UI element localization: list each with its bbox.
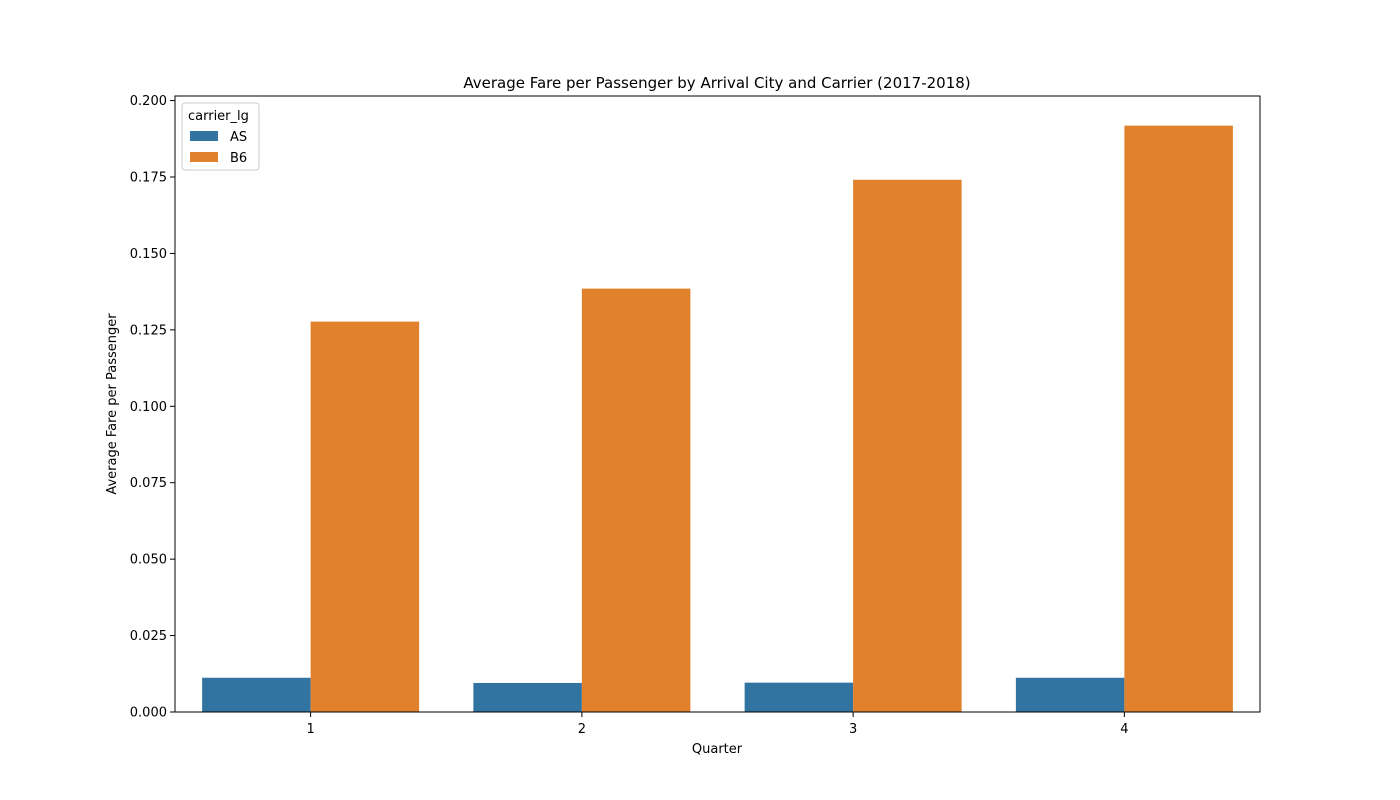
bar-as-q3	[744, 682, 854, 712]
legend-title: carrier_lg	[188, 109, 249, 124]
x-tick-label: 1	[306, 722, 314, 737]
y-tick-label: 0.125	[130, 323, 167, 338]
legend-label-as: AS	[230, 130, 247, 145]
chart-title: Average Fare per Passenger by Arrival Ci…	[463, 74, 970, 92]
bar-b6-q2	[581, 288, 691, 712]
y-tick-label: 0.175	[130, 171, 167, 186]
x-axis: 1 2 3 4	[306, 712, 1129, 737]
bar-as-q1	[202, 677, 311, 712]
x-axis-title: Quarter	[692, 742, 743, 757]
bar-b6-q4	[1124, 125, 1233, 712]
bar-as-q4	[1015, 677, 1125, 712]
x-tick-label: 3	[849, 722, 857, 737]
plot-frame	[174, 95, 1261, 713]
y-tick-label: 0.025	[130, 629, 167, 644]
legend-label-b6: B6	[230, 151, 247, 166]
y-tick-label: 0.050	[130, 553, 167, 568]
y-axis-title: Average Fare per Passenger	[105, 313, 120, 495]
y-tick-label: 0.200	[130, 94, 167, 109]
legend-swatch-b6	[190, 152, 218, 162]
bars	[202, 125, 1233, 712]
bar-b6-q1	[310, 321, 420, 712]
y-tick-label: 0.075	[130, 476, 167, 491]
x-tick-label: 2	[578, 722, 586, 737]
y-tick-label: 0.000	[130, 706, 167, 721]
y-axis: 0.000 0.025 0.050 0.075 0.100 0.125 0.150 0.175…	[130, 94, 175, 721]
y-tick-label: 0.150	[130, 247, 167, 262]
x-tick-label: 4	[1120, 722, 1128, 737]
y-tick-label: 0.100	[130, 400, 167, 415]
bar-b6-q3	[853, 179, 962, 712]
legend-swatch-as	[190, 131, 218, 141]
legend: carrier_lg AS B6	[181, 102, 260, 171]
bar-as-q2	[473, 682, 582, 712]
